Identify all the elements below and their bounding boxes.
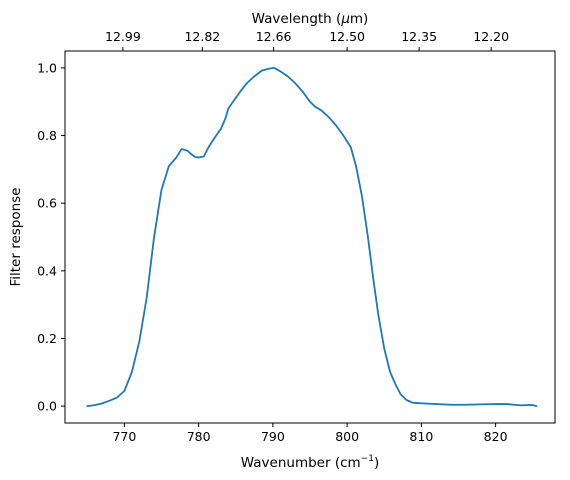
y-tick-label: 0.2 (37, 331, 57, 346)
plot-area-frame (64, 50, 556, 424)
top-axis-title: Wavelength (μm) (252, 11, 369, 27)
x-axis-title-end: ) (374, 455, 379, 471)
y-tick-label: 0.6 (37, 196, 57, 211)
y-tick-label: 0.0 (37, 399, 57, 414)
y-tick-label: 1.0 (37, 60, 57, 75)
y-tick-label: 0.4 (37, 263, 57, 278)
x-axis-ticks: 770 780 790 800 810 820 (112, 423, 508, 444)
top-tick-label: 12.35 (401, 29, 437, 44)
top-axis-title-end: m) (350, 11, 368, 27)
x-axis-title: Wavenumber (cm−1) (241, 454, 379, 471)
filter-response-line (86, 67, 538, 407)
y-axis-ticks: 0.0 0.2 0.4 0.6 0.8 1.0 (37, 60, 65, 414)
x-tick-label: 810 (409, 429, 433, 444)
x-tick-label: 820 (484, 429, 508, 444)
x-tick-label: 790 (261, 429, 285, 444)
top-axis-ticks: 12.99 12.82 12.66 12.50 12.35 12.20 (105, 29, 509, 51)
top-tick-label: 12.99 (105, 29, 141, 44)
x-tick-label: 780 (187, 429, 211, 444)
x-axis-title-superscript: −1 (361, 454, 374, 464)
y-tick-label: 0.8 (37, 128, 57, 143)
top-tick-label: 12.50 (329, 29, 365, 44)
series-group (86, 67, 538, 407)
top-tick-label: 12.20 (473, 29, 509, 44)
x-tick-label: 800 (335, 429, 359, 444)
top-tick-label: 12.66 (256, 29, 292, 44)
top-tick-label: 12.82 (184, 29, 220, 44)
y-axis-title: Filter response (8, 187, 24, 286)
x-tick-label: 770 (112, 429, 136, 444)
top-axis-title-mu: μ (340, 11, 350, 27)
